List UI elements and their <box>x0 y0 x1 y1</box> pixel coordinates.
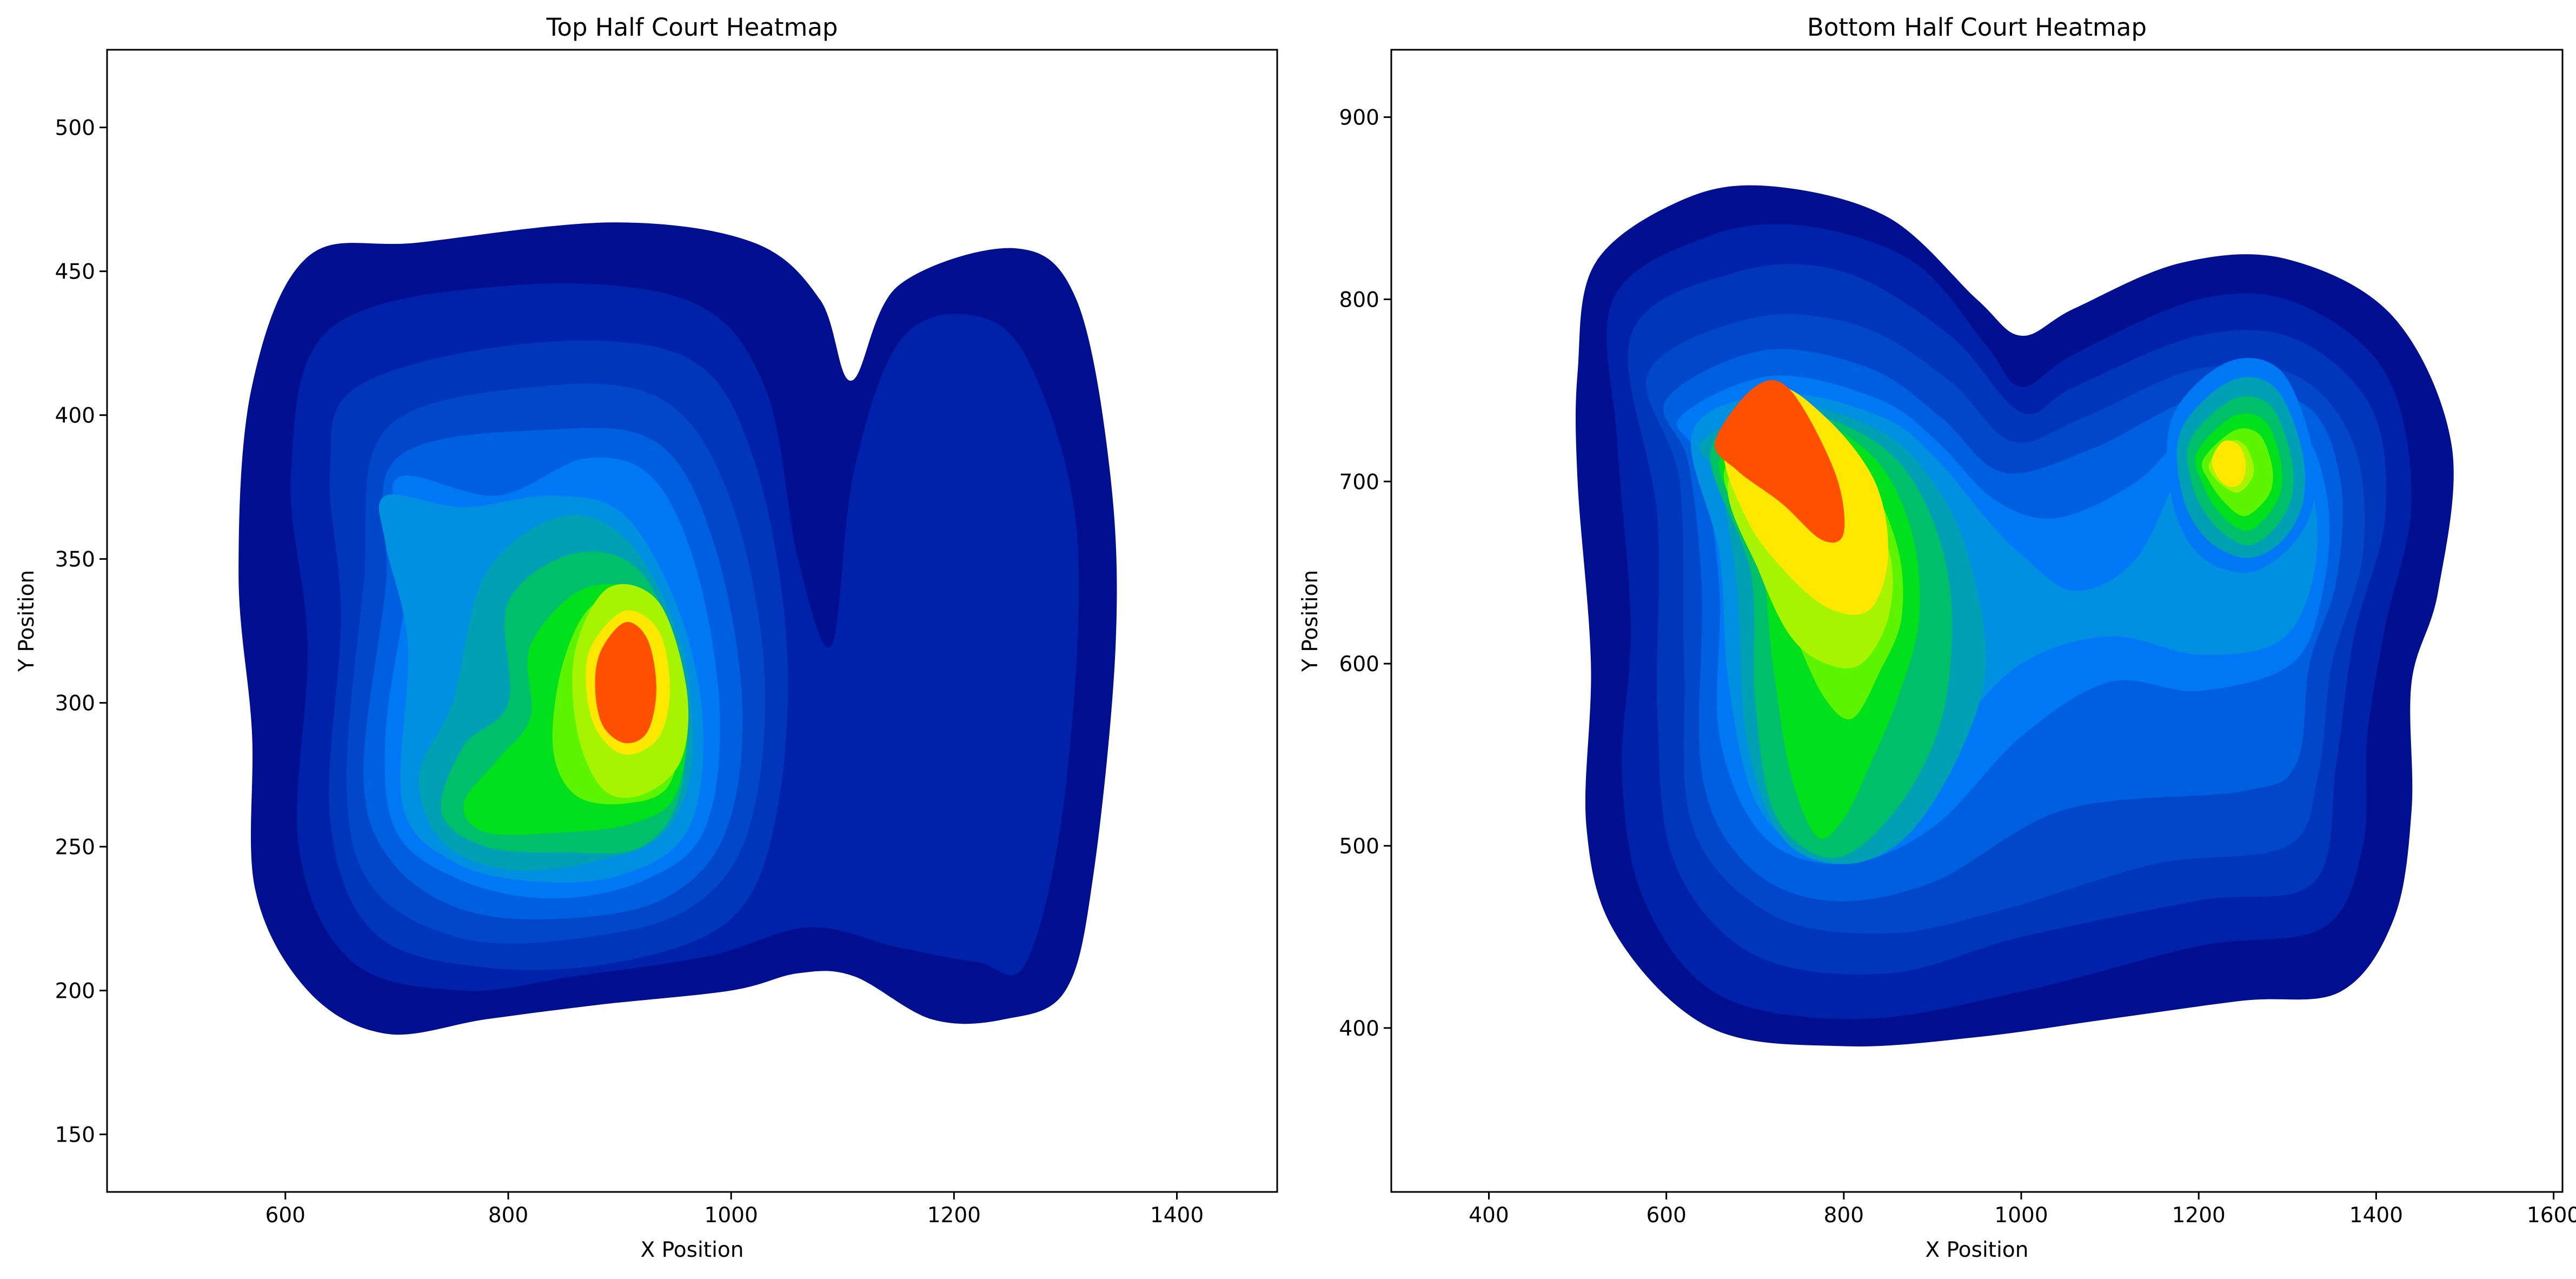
x-tick-label: 400 <box>1469 1203 1509 1228</box>
x-tick-label: 1000 <box>1994 1203 2048 1228</box>
x-tick-label: 1400 <box>2349 1203 2403 1228</box>
density-contour-level-14 <box>1715 380 1845 543</box>
y-tick-label: 150 <box>55 1123 95 1148</box>
x-tick-label: 600 <box>1646 1203 1686 1228</box>
x-axis-label: X Position <box>1926 1238 2029 1262</box>
y-axis-label: Y Position <box>15 570 39 672</box>
y-axis-label: Y Position <box>1298 570 1323 672</box>
y-ticks: 400 500 600 700 800 900 <box>1339 106 1391 1041</box>
y-tick-label: 500 <box>1339 834 1379 859</box>
y-tick-label: 450 <box>55 260 95 284</box>
y-tick-label: 300 <box>55 692 95 716</box>
x-tick-label: 1200 <box>2172 1203 2226 1228</box>
chart-top-half: Top Half Court Heatmap 600 800 1000 1200 140… <box>15 13 1278 1262</box>
x-tick-label: 1400 <box>1150 1203 1204 1228</box>
density-contour-level-14 <box>595 622 656 744</box>
x-tick-label: 600 <box>265 1203 306 1228</box>
plot-frame <box>1390 49 2564 1193</box>
x-tick-label: 1200 <box>927 1203 981 1228</box>
x-axis-label: X Position <box>641 1238 744 1262</box>
y-ticks: 150 200 250 300 350 400 450 500 <box>55 116 107 1148</box>
contour-layer <box>238 222 1117 1035</box>
plot-frame <box>106 49 1278 1193</box>
x-tick-label: 1000 <box>705 1203 758 1228</box>
density-contour-level-21 <box>2212 440 2246 487</box>
contour-layer <box>1575 185 2454 1046</box>
x-tick-label: 800 <box>488 1203 528 1228</box>
y-tick-label: 700 <box>1339 470 1379 494</box>
x-tick-label: 1600 <box>2527 1203 2576 1228</box>
y-tick-label: 900 <box>1339 106 1379 130</box>
chart-title: Bottom Half Court Heatmap <box>1807 13 2147 42</box>
x-ticks: 400 600 800 1000 1200 1400 1600 <box>1469 1192 2576 1228</box>
x-ticks: 600 800 1000 1200 1400 <box>265 1192 1204 1228</box>
y-tick-label: 200 <box>55 979 95 1004</box>
chart-title: Top Half Court Heatmap <box>546 13 838 42</box>
y-tick-label: 400 <box>1339 1017 1379 1041</box>
y-tick-label: 800 <box>1339 288 1379 312</box>
chart-bottom-half: Bottom Half Court Heatmap 400 600 800 1000 1… <box>1298 13 2576 1262</box>
y-tick-label: 250 <box>55 836 95 860</box>
y-tick-label: 350 <box>55 548 95 572</box>
y-tick-label: 500 <box>55 116 95 141</box>
y-tick-label: 400 <box>55 404 95 428</box>
y-tick-label: 600 <box>1339 652 1379 677</box>
x-tick-label: 800 <box>1824 1203 1864 1228</box>
